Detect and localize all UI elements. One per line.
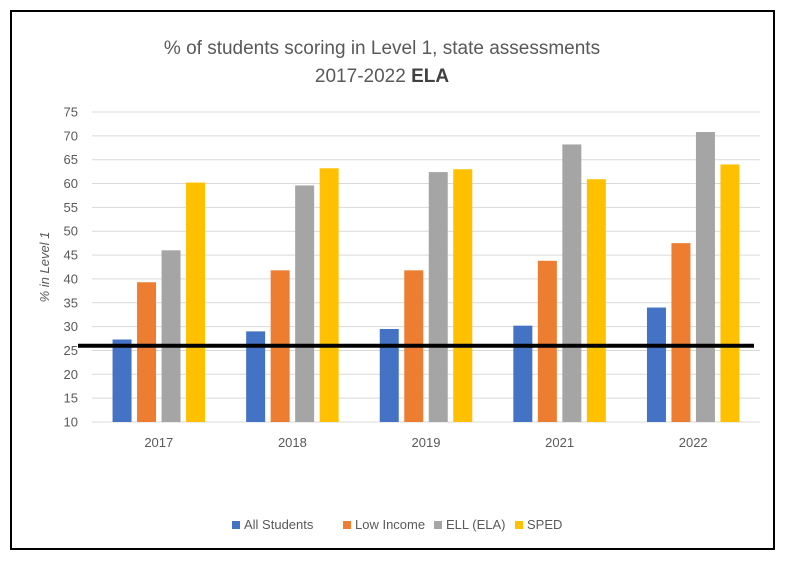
x-tick-label: 2018 [278, 435, 307, 450]
y-tick-label: 75 [64, 105, 78, 120]
chart-title-line2: 2017-2022 ELA [315, 66, 449, 87]
bar-2018-2 [295, 185, 315, 422]
y-tick-label: 65 [64, 152, 78, 167]
bar-2022-2 [695, 132, 715, 422]
x-tick-label: 2017 [144, 435, 173, 450]
bar-2021-3 [586, 179, 606, 422]
bar-2022-0 [646, 307, 666, 422]
bar-2019-2 [428, 172, 448, 422]
y-tick-label: 40 [64, 271, 78, 286]
bar-2017-0 [112, 339, 132, 422]
y-tick-label: 35 [64, 295, 78, 310]
bar-2022-1 [671, 243, 691, 422]
bar-2022-3 [720, 164, 740, 422]
legend-label: SPED [527, 517, 562, 532]
chart-title-years: 2017-2022 [315, 66, 406, 87]
x-tick-label: 2019 [412, 435, 441, 450]
y-tick-label: 60 [64, 176, 78, 191]
legend-label: ELL (ELA) [446, 517, 506, 532]
legend-swatch [434, 521, 442, 529]
bar-2018-3 [319, 168, 339, 422]
legend-label: Low Income [355, 517, 425, 532]
bar-2017-3 [186, 182, 206, 422]
bar-2017-2 [161, 250, 181, 422]
bar-2017-1 [137, 282, 157, 422]
legend-swatch [343, 521, 351, 529]
bar-chart: % of students scoring in Level 1, state … [37, 38, 760, 532]
chart-title-line1: % of students scoring in Level 1, state … [164, 38, 600, 59]
legend: All Students Low Income ELL (ELA) SPED [232, 517, 562, 532]
legend-label: All Students [244, 517, 314, 532]
y-axis-label: % in Level 1 [37, 232, 52, 303]
bar-2021-2 [562, 144, 582, 422]
y-tick-label: 10 [64, 415, 78, 430]
chart-frame: % of students scoring in Level 1, state … [10, 10, 775, 550]
legend-swatch [232, 521, 240, 529]
bar-2019-0 [379, 329, 399, 422]
y-tick-label: 55 [64, 200, 78, 215]
bar-2021-0 [513, 325, 533, 422]
bar-2018-0 [246, 331, 266, 422]
bars [112, 132, 740, 422]
y-tick-label: 30 [64, 319, 78, 334]
x-tick-label: 2022 [679, 435, 708, 450]
legend-swatch [515, 521, 523, 529]
y-tick-label: 45 [64, 248, 78, 263]
y-tick-label: 50 [64, 224, 78, 239]
y-tick-label: 70 [64, 128, 78, 143]
bar-2019-3 [453, 169, 473, 422]
y-tick-label: 25 [64, 343, 78, 358]
x-tick-label: 2021 [545, 435, 574, 450]
chart-title-subject: ELA [411, 66, 449, 87]
x-axis-ticks: 2017 2018 2019 2021 2022 [144, 435, 707, 450]
bar-2021-1 [537, 260, 557, 422]
y-tick-label: 15 [64, 391, 78, 406]
y-tick-label: 20 [64, 367, 78, 382]
y-axis-ticks: 75 70 65 60 55 50 45 40 35 30 25 20 15 10 [64, 105, 78, 430]
